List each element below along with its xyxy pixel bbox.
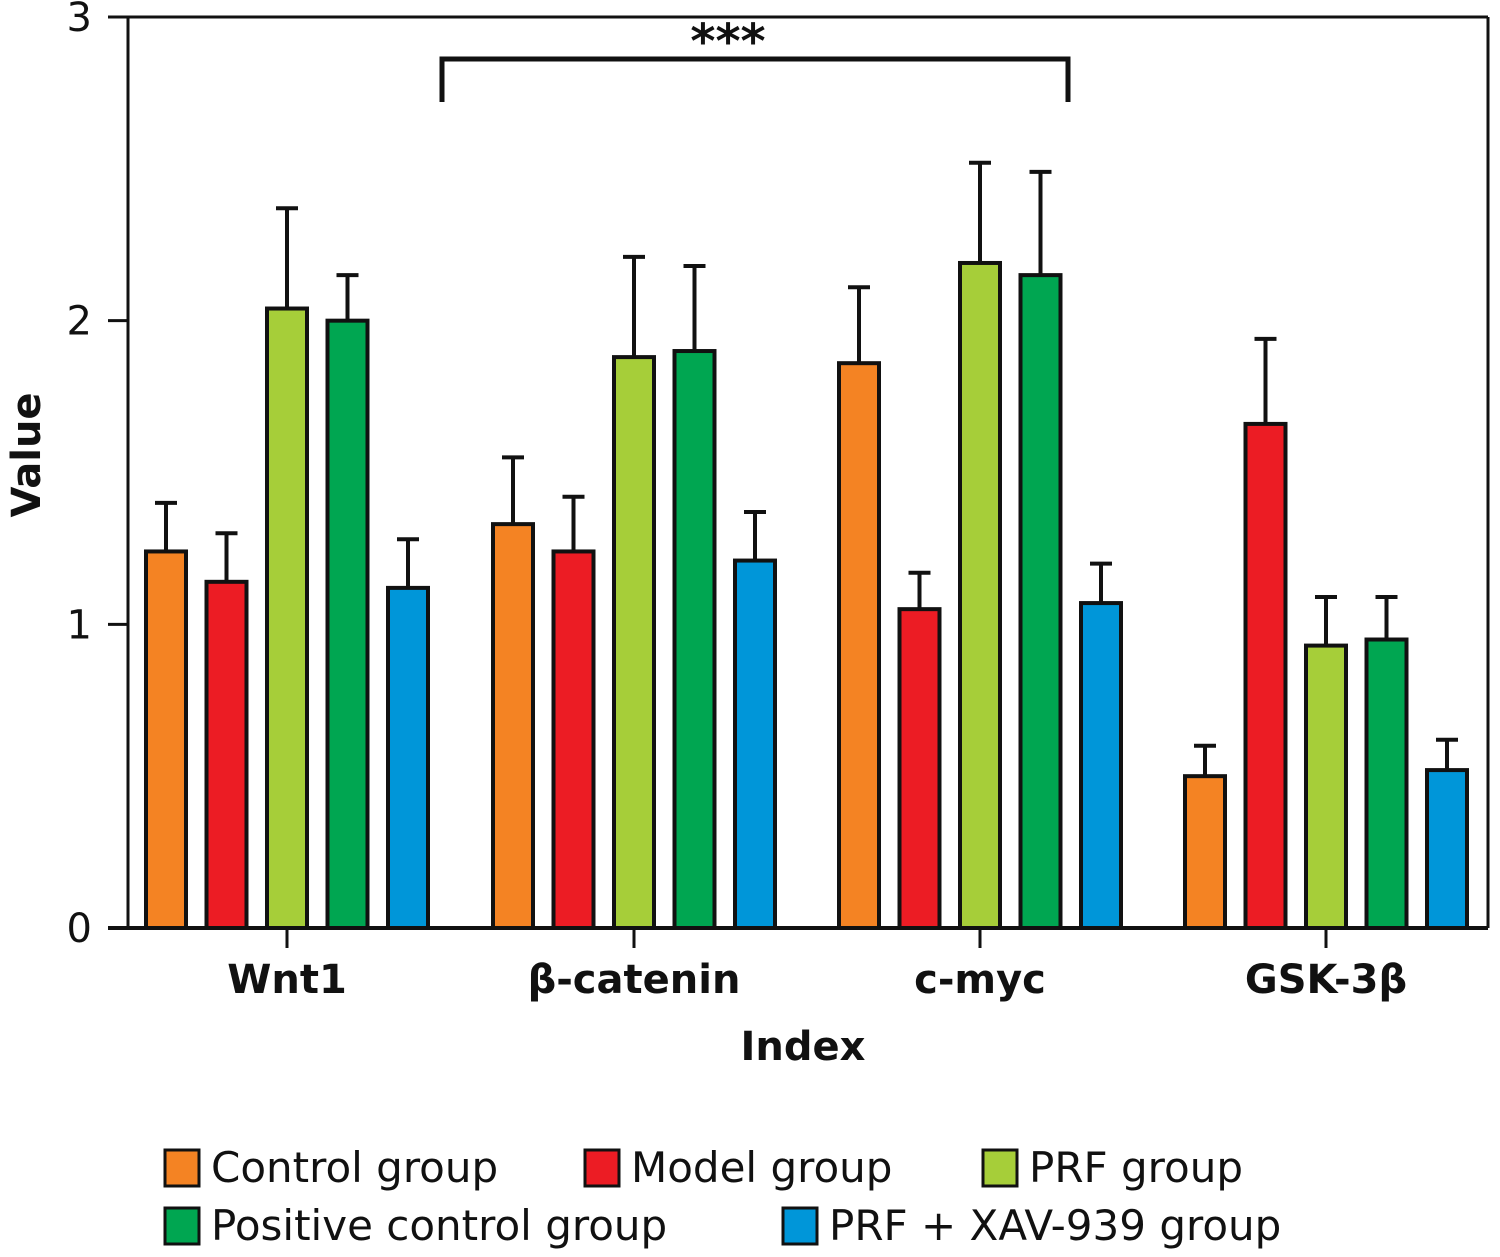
legend-label: PRF group xyxy=(1029,1143,1243,1192)
legend-swatch xyxy=(781,1206,819,1246)
bars xyxy=(144,260,1469,931)
bar xyxy=(551,549,596,930)
legend-swatch xyxy=(981,1148,1019,1188)
y-tick-label: 0 xyxy=(67,906,92,952)
bar xyxy=(612,355,656,930)
legend-item: Control group xyxy=(163,1143,498,1192)
bar xyxy=(1243,421,1288,930)
legend-swatch xyxy=(163,1206,201,1246)
y-axis-title: Value xyxy=(4,392,50,517)
legend-item: PRF + XAV-939 group xyxy=(781,1201,1281,1250)
bar xyxy=(144,549,188,930)
legend-item: Positive control group xyxy=(163,1201,667,1250)
y-tick-label: 1 xyxy=(67,602,92,648)
legend-item: Model group xyxy=(583,1143,892,1192)
bar xyxy=(204,579,249,930)
bar xyxy=(325,318,370,930)
bar xyxy=(837,361,881,930)
y-tick-label: 3 xyxy=(67,0,92,41)
bar xyxy=(491,522,535,931)
significance-annotation: *** xyxy=(439,14,1071,102)
x-tick-label: GSK-3β xyxy=(1245,957,1407,1003)
legend-swatch xyxy=(163,1148,201,1188)
bar xyxy=(958,260,1002,931)
x-tick-label: c-myc xyxy=(914,957,1046,1003)
x-axis-title: Index xyxy=(741,1024,866,1070)
x-tick-label: β-catenin xyxy=(528,957,741,1003)
bar xyxy=(897,607,942,931)
legend-label: Model group xyxy=(631,1143,892,1192)
significance-label: *** xyxy=(690,14,765,70)
bar xyxy=(1079,601,1123,930)
legend-label: PRF + XAV-939 group xyxy=(829,1201,1281,1250)
bar xyxy=(1364,637,1409,930)
legend-label: Positive control group xyxy=(211,1201,667,1250)
legend-swatch xyxy=(583,1148,621,1188)
y-tick-labels: 0 1 2 3 xyxy=(67,0,92,952)
legend-item: PRF group xyxy=(981,1143,1243,1192)
significance-bracket xyxy=(439,56,1071,102)
error-bars xyxy=(155,160,1458,777)
bar xyxy=(672,349,717,930)
x-tick-labels: Wnt1 β-catenin c-myc GSK-3β xyxy=(227,957,1407,1003)
bar xyxy=(1304,643,1348,931)
bar xyxy=(1183,774,1227,931)
legend-label: Control group xyxy=(211,1143,498,1192)
y-tick-label: 2 xyxy=(67,299,92,345)
x-tick-label: Wnt1 xyxy=(227,957,347,1003)
bar xyxy=(265,306,309,930)
bar xyxy=(386,585,430,930)
legend: Control group Model group PRF group Positiv… xyxy=(163,1143,1281,1250)
bar xyxy=(1018,273,1063,931)
bar xyxy=(733,558,777,931)
bar xyxy=(1425,768,1469,930)
